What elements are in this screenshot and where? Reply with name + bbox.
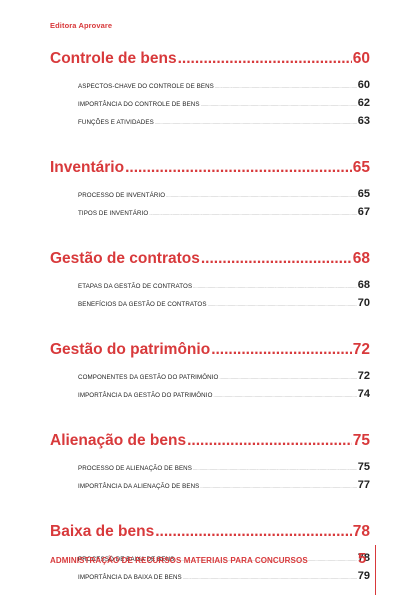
dot-leader (213, 393, 356, 398)
toc-section-page: 65 (352, 159, 370, 176)
toc-subsection[interactable]: ETAPAS DA GESTÃO DE CONTRATOS 68 (78, 279, 370, 297)
toc-section-page: 72 (352, 341, 370, 358)
toc-section-heading[interactable]: Inventário 65 (50, 159, 370, 183)
toc-subsection-title: ASPECTOS-CHAVE DO CONTROLE DE BENS (78, 83, 214, 90)
toc-subsection[interactable]: PROCESSO DE ALIENAÇÃO DE BENS 75 (78, 461, 370, 479)
toc-section-heading[interactable]: Gestão de contratos 68 (50, 250, 370, 274)
toc-section: Gestão de contratos 68 ETAPAS DA GESTÃO … (50, 250, 370, 315)
toc-section-page: 78 (352, 523, 370, 540)
toc-subsection[interactable]: FUNÇÕES E ATIVIDADES 63 (78, 115, 370, 133)
toc-subsection-list: PROCESSO DE ALIENAÇÃO DE BENS 75 IMPORTÂ… (78, 461, 370, 497)
toc-section-page: 68 (352, 250, 370, 267)
toc-subsection[interactable]: IMPORTÂNCIA DA ALIENAÇÃO DE BENS 77 (78, 479, 370, 497)
dot-leader (166, 193, 357, 198)
dot-leader (178, 50, 352, 68)
toc-subsection-title: PROCESSO DE INVENTÁRIO (78, 192, 166, 199)
table-of-contents: Controle de bens 60 ASPECTOS-CHAVE DO CO… (50, 50, 370, 614)
toc-subsection-page: 62 (357, 97, 370, 109)
toc-subsection-title: IMPORTÂNCIA DA ALIENAÇÃO DE BENS (78, 483, 200, 490)
toc-subsection-page: 79 (357, 570, 370, 582)
toc-subsection-page: 63 (357, 115, 370, 127)
toc-subsection[interactable]: IMPORTÂNCIA DO CONTROLE DE BENS 62 (78, 97, 370, 115)
footer-divider (375, 545, 376, 595)
toc-subsection-title: IMPORTÂNCIA DO CONTROLE DE BENS (78, 101, 200, 108)
toc-subsection[interactable]: COMPONENTES DA GESTÃO DO PATRIMÔNIO 72 (78, 370, 370, 388)
toc-subsection-title: PROCESSO DE ALIENAÇÃO DE BENS (78, 465, 192, 472)
toc-subsection-page: 74 (357, 388, 370, 400)
dot-leader (193, 466, 357, 471)
toc-subsection-title: FUNÇÕES E ATIVIDADES (78, 119, 154, 126)
dot-leader (125, 159, 352, 177)
toc-section: Inventário 65 PROCESSO DE INVENTÁRIO 65 … (50, 159, 370, 224)
toc-subsection-page: 70 (357, 297, 370, 309)
toc-section: Gestão do patrimônio 72 COMPONENTES DA G… (50, 341, 370, 406)
toc-section: Baixa de bens 78 PROCESSO DE BAIXA DE BE… (50, 523, 370, 588)
toc-subsection-title: PROCESSO DE BAIXA DE BENS (78, 556, 175, 563)
toc-subsection-page: 78 (357, 552, 370, 564)
toc-section-title: Inventário (50, 159, 125, 176)
toc-subsection-list: PROCESSO DE INVENTÁRIO 65 TIPOS DE INVEN… (78, 188, 370, 224)
dot-leader (183, 575, 357, 580)
dot-leader (155, 120, 357, 125)
toc-subsection-page: 67 (357, 206, 370, 218)
toc-subsection-page: 65 (357, 188, 370, 200)
toc-subsection-title: BENEFÍCIOS DA GESTÃO DE CONTRATOS (78, 301, 207, 308)
toc-subsection[interactable]: PROCESSO DE INVENTÁRIO 65 (78, 188, 370, 206)
toc-section-heading[interactable]: Alienação de bens 75 (50, 432, 370, 456)
dot-leader (211, 341, 352, 359)
dot-leader (187, 432, 352, 450)
toc-subsection-title: COMPONENTES DA GESTÃO DO PATRIMÔNIO (78, 374, 219, 381)
toc-section-title: Baixa de bens (50, 523, 155, 540)
toc-subsection-list: ETAPAS DA GESTÃO DE CONTRATOS 68 BENEFÍC… (78, 279, 370, 315)
toc-subsection-page: 77 (357, 479, 370, 491)
toc-section-title: Alienação de bens (50, 432, 187, 449)
dot-leader (201, 102, 357, 107)
toc-section-heading[interactable]: Gestão do patrimônio 72 (50, 341, 370, 365)
dot-leader (219, 375, 356, 380)
toc-subsection[interactable]: ASPECTOS-CHAVE DO CONTROLE DE BENS 60 (78, 79, 370, 97)
toc-subsection-list: ASPECTOS-CHAVE DO CONTROLE DE BENS 60 IM… (78, 79, 370, 133)
toc-section: Alienação de bens 75 PROCESSO DE ALIENAÇ… (50, 432, 370, 497)
toc-subsection-title: TIPOS DE INVENTÁRIO (78, 210, 149, 217)
footer-book-title: ADMINISTRAÇÃO DE RECURSOS MATERIAIS PARA… (50, 556, 308, 565)
toc-subsection-page: 75 (357, 461, 370, 473)
toc-section-heading[interactable]: Baixa de bens 78 (50, 523, 370, 547)
toc-subsection[interactable]: TIPOS DE INVENTÁRIO 67 (78, 206, 370, 224)
toc-subsection[interactable]: BENEFÍCIOS DA GESTÃO DE CONTRATOS 70 (78, 297, 370, 315)
dot-leader (200, 484, 356, 489)
dot-leader (208, 302, 357, 307)
toc-subsection[interactable]: IMPORTÂNCIA DA BAIXA DE BENS 79 (78, 570, 370, 588)
toc-section-page: 60 (352, 50, 370, 67)
toc-subsection-title: ETAPAS DA GESTÃO DE CONTRATOS (78, 283, 193, 290)
dot-leader (201, 250, 352, 268)
toc-subsection[interactable]: IMPORTÂNCIA DA GESTÃO DO PATRIMÔNIO 74 (78, 388, 370, 406)
dot-leader (193, 284, 357, 289)
footer-page-number: 5 (358, 550, 367, 567)
toc-subsection[interactable]: PROCESSO DE BAIXA DE BENS 78 (78, 552, 370, 570)
toc-section-page: 75 (352, 432, 370, 449)
toc-subsection-page: 60 (357, 79, 370, 91)
toc-subsection-list: PROCESSO DE BAIXA DE BENS 78 IMPORTÂNCIA… (78, 552, 370, 588)
toc-section-title: Gestão do patrimônio (50, 341, 211, 358)
toc-section-title: Gestão de contratos (50, 250, 200, 267)
dot-leader (149, 211, 356, 216)
toc-section-title: Controle de bens (50, 50, 177, 67)
toc-subsection-page: 72 (357, 370, 370, 382)
dot-leader (155, 523, 352, 541)
toc-section: Controle de bens 60 ASPECTOS-CHAVE DO CO… (50, 50, 370, 133)
toc-subsection-list: COMPONENTES DA GESTÃO DO PATRIMÔNIO 72 I… (78, 370, 370, 406)
dot-leader (215, 84, 357, 89)
toc-section-heading[interactable]: Controle de bens 60 (50, 50, 370, 74)
publisher-name: Editora Aprovare (50, 21, 113, 30)
toc-subsection-page: 68 (357, 279, 370, 291)
toc-subsection-title: IMPORTÂNCIA DA GESTÃO DO PATRIMÔNIO (78, 392, 213, 399)
toc-subsection-title: IMPORTÂNCIA DA BAIXA DE BENS (78, 574, 182, 581)
